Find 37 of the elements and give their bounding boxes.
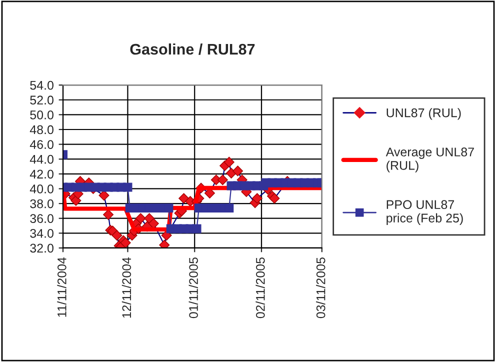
x-tick-label: 12/11/2004 <box>122 257 132 318</box>
legend-label: UNL87 (RUL) <box>386 108 461 120</box>
legend-label: Average UNL87 (RUL) <box>386 148 474 172</box>
point <box>252 193 262 204</box>
y-tick-label: 50.0 <box>30 110 54 120</box>
point <box>98 190 110 201</box>
y-tick-label: 54.0 <box>30 80 54 90</box>
point <box>232 166 244 176</box>
point <box>161 230 172 241</box>
y-tick-label: 52.0 <box>30 96 54 105</box>
y-tick-label: 36.0 <box>30 214 54 224</box>
point <box>224 156 234 168</box>
point <box>217 174 228 186</box>
point <box>120 238 131 248</box>
legend-label: PPO UNL87 price (Feb 25) <box>386 200 463 225</box>
y-tick-label: 44.0 <box>30 154 54 164</box>
y-tick-label: 34.0 <box>30 228 54 238</box>
point <box>148 218 159 229</box>
y-tick-label: 32.0 <box>30 244 54 253</box>
point <box>135 213 146 224</box>
x-tick-label: 01/11/2005 <box>188 258 198 318</box>
point <box>269 193 280 204</box>
point <box>103 209 114 220</box>
y-tick-label: 42.0 <box>30 170 54 179</box>
point <box>123 182 132 192</box>
x-tick-label: 02/11/2005 <box>256 258 265 318</box>
y-tick-label: 46.0 <box>30 140 54 149</box>
point <box>178 193 190 204</box>
chart-title: Gasoline / RUL87 <box>130 43 255 55</box>
y-tick-label: 40.0 <box>30 184 54 194</box>
point <box>159 240 170 248</box>
x-tick-label: 03/11/2005 <box>316 258 326 318</box>
y-tick-label: 48.0 <box>30 125 54 134</box>
point <box>192 224 202 234</box>
y-tick-label: 38.0 <box>30 199 54 208</box>
point <box>112 230 122 241</box>
x-tick-label: 11/11/2004 <box>57 257 66 317</box>
